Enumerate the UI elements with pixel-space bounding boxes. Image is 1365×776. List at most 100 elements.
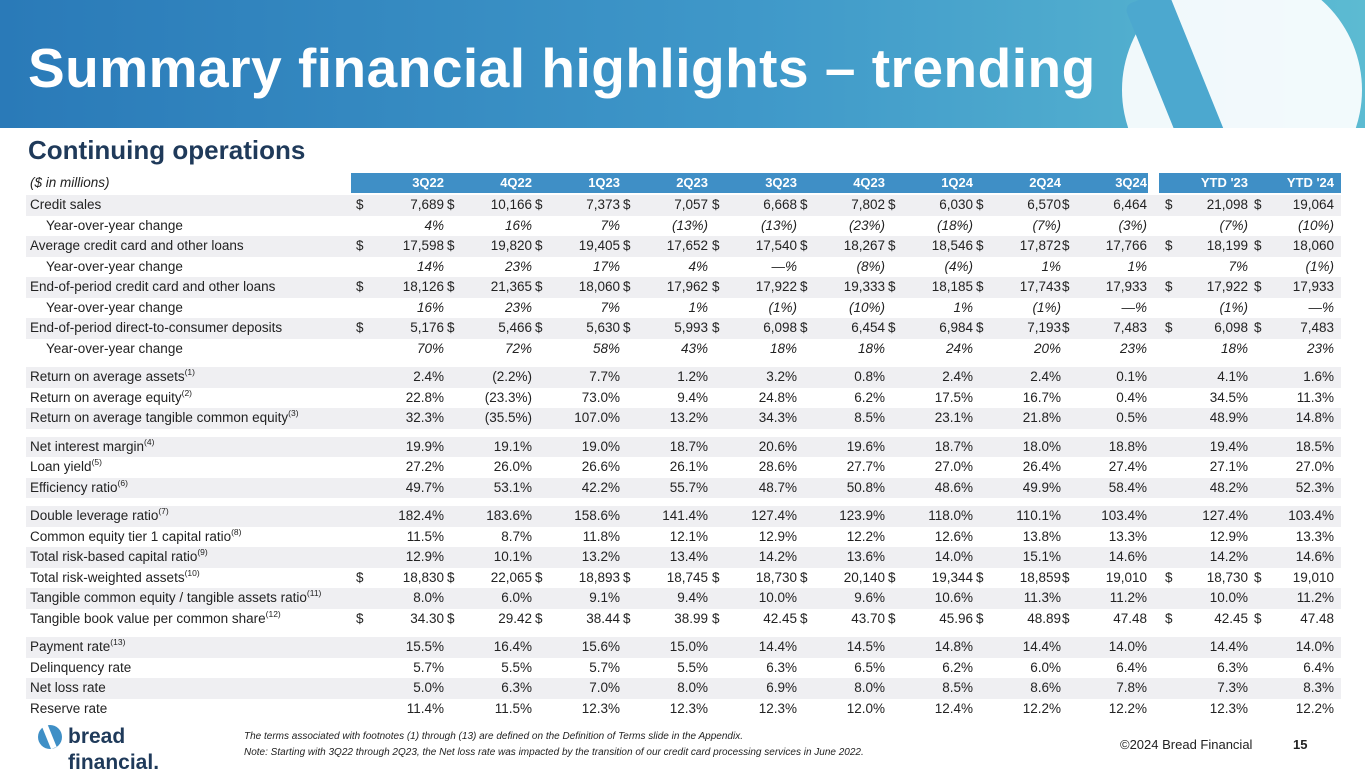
value-cell: 11.2% (1109, 590, 1147, 605)
value-cell: 23.1% (934, 410, 973, 425)
table-header: ($ in millions) 3Q22 4Q22 1Q23 2Q23 3Q23 4Q23… (26, 171, 1341, 195)
value-cell: 6.2% (942, 659, 973, 675)
dollar-sign: $ (1254, 569, 1262, 585)
value-cell: 9.4% (677, 389, 708, 405)
value-cell: 11.3% (1023, 590, 1061, 605)
value-cell: 15.1% (1022, 549, 1061, 564)
value-cell: 38.99 (674, 610, 708, 626)
value-cell: 24% (945, 340, 973, 356)
row-label: Common equity tier 1 capital ratio(8) (30, 527, 241, 548)
table-row: Total risk-based capital ratio(9) 12.9% 10… (26, 547, 1341, 568)
value-cell: 17% (592, 258, 620, 274)
dollar-sign: $ (356, 279, 364, 294)
header-bar-ytd (1159, 173, 1341, 193)
table-row: Return on average assets(1) 2.4% (2.2%) 7.7… (26, 367, 1341, 388)
row-label-text: Total risk-weighted assets (30, 569, 185, 585)
period-header: 1Q23 (588, 175, 620, 190)
value-cell: 12.6% (934, 528, 973, 544)
value-cell: 9.6% (854, 590, 885, 605)
value-cell: 23% (504, 258, 532, 274)
dollar-sign: $ (1062, 279, 1070, 294)
value-cell: 6.2% (854, 389, 885, 405)
value-cell: 8.7% (501, 528, 532, 544)
value-cell: 12.9% (405, 549, 444, 564)
table-row: End-of-period direct-to-consumer deposit… (26, 318, 1341, 339)
value-cell: 118.0% (928, 508, 973, 523)
value-cell: 5,993 (674, 320, 708, 335)
value-cell: 1% (688, 299, 708, 315)
value-cell: 17,540 (755, 238, 797, 253)
value-cell: (1%) (1032, 299, 1061, 315)
dollar-sign: $ (447, 197, 455, 212)
footnote-ref: (9) (197, 547, 208, 557)
value-cell: 17.5% (934, 389, 973, 405)
table-row: Payment rate(13) 15.5% 16.4% 15.6% 15.0% 14.4… (26, 637, 1341, 658)
value-cell: 18% (769, 340, 797, 356)
table-row: Return on average tangible common equity… (26, 408, 1341, 429)
value-cell: 6.0% (1030, 659, 1061, 675)
value-cell: 6,984 (939, 320, 973, 335)
value-cell: 8.0% (413, 590, 444, 605)
table-row: Year-over-year change 4% 16% 7% (13%) (13%) (2… (26, 216, 1341, 237)
row-label: Total risk-based capital ratio(9) (30, 547, 208, 568)
value-cell: 20,140 (843, 569, 885, 585)
value-cell: (35.5%) (484, 410, 532, 425)
value-cell: 8.5% (942, 680, 973, 695)
value-cell: 15.0% (669, 639, 708, 654)
table-row: Year-over-year change 16% 23% 7% 1% (1%) (10%)… (26, 298, 1341, 319)
footnote-ref: (1) (184, 367, 195, 377)
value-cell: 12.3% (758, 700, 797, 716)
dollar-sign: $ (623, 279, 631, 294)
row-label: End-of-period credit card and other loan… (30, 277, 275, 298)
value-cell: 27.7% (846, 459, 885, 474)
ytd-value-cell: 14.2% (1209, 549, 1248, 564)
value-cell: 14.2% (758, 549, 797, 564)
value-cell: 6,570 (1027, 197, 1061, 212)
table-row: Year-over-year change 14% 23% 17% 4% —% (8%) (4… (26, 257, 1341, 278)
value-cell: 17,962 (666, 279, 708, 294)
value-cell: 11.5% (494, 700, 532, 716)
row-label-text: Year-over-year change (46, 299, 183, 315)
value-cell: 12.4% (934, 700, 973, 716)
dollar-sign: $ (976, 569, 984, 585)
dollar-sign: $ (535, 197, 543, 212)
dollar-sign: $ (712, 610, 720, 626)
value-cell: 22.8% (405, 389, 444, 405)
row-label: Loan yield(5) (30, 457, 102, 478)
dollar-sign: $ (976, 238, 984, 253)
ytd-value-cell: 14.0% (1295, 639, 1334, 654)
value-cell: 17,652 (666, 238, 708, 253)
value-cell: 6.5% (854, 659, 885, 675)
ytd-value-cell: 14.6% (1295, 549, 1334, 564)
value-cell: 49.7% (405, 479, 444, 495)
dollar-sign: $ (623, 610, 631, 626)
table-row: Return on average equity(2) 22.8% (23.3%) 7… (26, 388, 1341, 409)
value-cell: 17,766 (1105, 238, 1147, 253)
page-title: Summary financial highlights – trending (28, 37, 1096, 99)
dollar-sign: $ (623, 238, 631, 253)
ytd-value-cell: 127.4% (1202, 508, 1248, 523)
ytd-value-cell: 11.3% (1296, 389, 1334, 405)
table-row: Common equity tier 1 capital ratio(8) 11.… (26, 527, 1341, 548)
value-cell: 42.2% (581, 479, 620, 495)
value-cell: 1.2% (677, 369, 708, 384)
ytd-value-cell: 18,060 (1292, 238, 1334, 253)
value-cell: 18,730 (755, 569, 797, 585)
dollar-sign: $ (1062, 610, 1070, 626)
ytd-value-cell: 7.3% (1217, 680, 1248, 695)
dollar-sign: $ (623, 569, 631, 585)
row-label-text: End-of-period credit card and other loan… (30, 279, 276, 294)
dollar-sign: $ (712, 197, 720, 212)
table-row: Efficiency ratio(6) 49.7% 53.1% 42.2% 55.7% 4… (26, 477, 1341, 498)
units-label: ($ in millions) (30, 175, 110, 190)
dollar-sign: $ (535, 320, 543, 335)
ytd-period-header: YTD '24 (1286, 175, 1334, 190)
value-cell: 8.6% (1030, 680, 1061, 695)
ytd-value-cell: 14.8% (1295, 410, 1334, 425)
value-cell: 48.7% (758, 479, 797, 495)
value-cell: 6,098 (763, 320, 797, 335)
value-cell: 34.30 (410, 610, 444, 626)
value-cell: 18,830 (402, 569, 444, 585)
row-label: Return on average assets(1) (30, 367, 195, 388)
period-header: 2Q23 (676, 175, 708, 190)
